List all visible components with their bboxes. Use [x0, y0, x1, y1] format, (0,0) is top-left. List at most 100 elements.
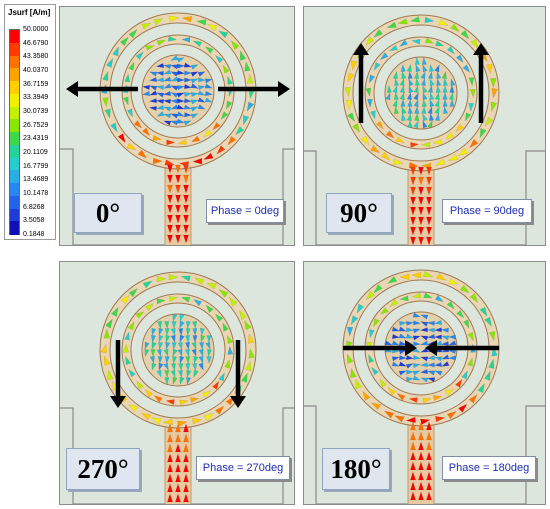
current-arrow — [184, 112, 192, 118]
current-arrow — [190, 106, 199, 112]
current-arrow — [170, 113, 179, 119]
current-arrow — [145, 45, 155, 51]
current-arrow — [456, 310, 465, 319]
current-arrow — [406, 376, 414, 382]
current-arrow — [120, 294, 130, 304]
current-arrow — [420, 340, 429, 346]
current-arrow — [215, 405, 225, 415]
current-arrow — [196, 19, 207, 26]
current-arrow — [179, 399, 189, 406]
current-arrow — [365, 87, 371, 97]
current-arrow — [400, 64, 406, 72]
current-arrow — [205, 304, 214, 313]
current-arrow — [192, 328, 198, 336]
current-arrow — [215, 313, 224, 322]
antenna-current-plot — [304, 14, 545, 245]
current-arrow — [190, 64, 199, 70]
current-arrow — [153, 395, 163, 403]
current-arrow — [179, 320, 185, 329]
current-arrow — [441, 327, 449, 333]
current-arrow — [427, 120, 433, 129]
current-arrow — [434, 99, 440, 108]
current-arrow — [227, 75, 233, 86]
current-arrow — [183, 204, 189, 214]
current-arrow — [410, 206, 416, 216]
current-arrow — [152, 157, 163, 164]
current-arrow — [414, 71, 419, 79]
current-arrow — [183, 443, 189, 453]
current-arrow — [141, 22, 152, 30]
current-arrow — [427, 334, 435, 339]
current-arrow — [442, 92, 448, 100]
current-arrow — [164, 321, 170, 329]
current-arrow — [175, 194, 181, 204]
current-arrow — [226, 334, 234, 344]
current-arrow — [149, 71, 158, 77]
current-arrow — [123, 343, 129, 353]
current-arrow — [163, 362, 169, 371]
current-arrow — [429, 64, 435, 72]
current-arrow — [407, 119, 413, 128]
current-arrow — [222, 322, 229, 332]
current-arrow — [171, 342, 177, 350]
ground-plane-outline — [304, 405, 545, 504]
current-arrow — [191, 135, 201, 143]
current-arrow — [395, 136, 405, 143]
current-arrow — [177, 70, 185, 75]
current-arrow — [477, 383, 485, 394]
current-arrow — [198, 77, 206, 83]
current-arrow — [448, 154, 459, 161]
current-arrow — [192, 363, 198, 371]
current-arrow — [156, 77, 164, 83]
current-arrow — [415, 64, 421, 73]
current-arrow — [399, 78, 405, 87]
current-arrow — [434, 106, 440, 115]
current-arrow — [244, 320, 252, 331]
current-arrow — [426, 226, 432, 236]
direction-arrow-head — [405, 340, 417, 356]
current-arrow — [426, 236, 432, 245]
current-arrow — [410, 142, 420, 148]
current-arrow — [373, 318, 380, 328]
current-arrow — [469, 138, 479, 149]
legend-tick-label: 33.3949 — [23, 94, 49, 102]
current-arrow — [446, 46, 455, 55]
current-arrow — [165, 399, 175, 405]
current-arrow — [177, 98, 185, 104]
current-arrow — [392, 85, 398, 94]
current-arrow — [183, 120, 192, 126]
current-arrow — [442, 85, 448, 93]
current-arrow — [206, 283, 217, 290]
current-arrow — [429, 78, 435, 87]
current-arrow — [175, 473, 181, 483]
current-arrow — [411, 272, 422, 279]
legend-tick-label: 10.1478 — [23, 190, 49, 197]
current-arrow — [462, 64, 471, 73]
current-arrow — [346, 326, 354, 337]
current-arrow — [145, 303, 154, 311]
current-arrow — [149, 106, 157, 111]
current-arrow — [410, 236, 416, 245]
current-arrow — [165, 334, 171, 343]
phase-label: Phase = 90deg — [442, 199, 532, 223]
current-arrow — [192, 40, 202, 47]
phase-label: Phase = 180deg — [442, 456, 536, 480]
current-arrow — [448, 278, 459, 285]
current-arrow — [163, 348, 169, 357]
current-arrow — [185, 356, 191, 364]
current-arrow — [193, 299, 202, 307]
current-arrow — [441, 361, 450, 367]
current-arrow — [422, 113, 428, 122]
current-arrow — [406, 321, 414, 326]
current-arrow — [162, 418, 173, 425]
current-arrow — [204, 78, 213, 84]
current-arrow — [204, 46, 214, 54]
legend-swatch — [10, 195, 19, 209]
current-arrow — [141, 412, 151, 421]
current-arrow — [401, 113, 407, 121]
current-arrow — [346, 353, 354, 364]
current-arrow — [142, 280, 153, 289]
current-arrow — [427, 370, 436, 376]
current-arrow — [458, 148, 468, 157]
current-arrow — [406, 113, 412, 122]
